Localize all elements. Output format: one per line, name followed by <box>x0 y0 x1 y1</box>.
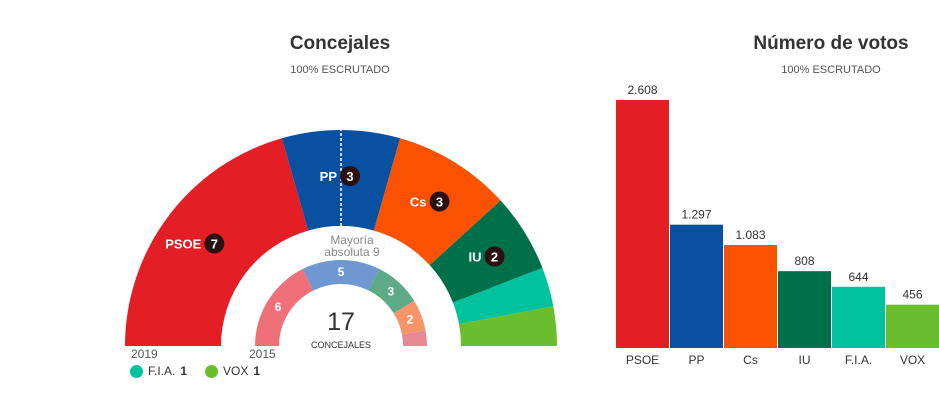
legend-item-fia: F.I.A. 1 <box>130 364 187 378</box>
bar-pp <box>670 224 723 348</box>
legend-item-vox: VOX 1 <box>205 364 260 378</box>
bar-category-label: PSOE <box>626 353 659 367</box>
seat-count-2015-pp: 5 <box>338 265 345 279</box>
year-current-label: 2019 <box>131 347 158 360</box>
party-label-pp: PP <box>320 169 338 184</box>
total-seats: 17 <box>327 308 355 336</box>
seat-count-2015-iu: 3 <box>388 284 395 298</box>
seat-count-badge <box>484 246 505 267</box>
bar-f-i-a <box>832 286 885 348</box>
seat-count-badge <box>204 233 225 254</box>
bar-value-label: 1.297 <box>681 208 711 222</box>
votes-title: Número de votos <box>753 33 909 54</box>
legend-swatch <box>130 364 143 378</box>
bar-value-label: 2.608 <box>627 83 657 97</box>
seat-segment-2015-other <box>401 330 427 346</box>
seat-segment-2019-f-i-a <box>452 267 554 324</box>
party-label-iu: IU <box>469 250 482 265</box>
year-previous-label: 2015 <box>249 347 276 360</box>
seat-count-psoe: 7 <box>211 237 218 252</box>
bar-category-label: PP <box>688 353 704 367</box>
seats-subtitle: 100% ESCRUTADO <box>290 64 390 76</box>
seat-count-badge <box>429 191 450 212</box>
seat-count-cs: 3 <box>436 194 443 209</box>
bar-value-label: 1.083 <box>735 228 765 242</box>
legend-label: VOX <box>223 364 249 378</box>
seat-segment-2015-pp <box>302 260 380 291</box>
seat-count-badge <box>340 166 360 186</box>
seat-segment-2015-psoe <box>255 269 314 346</box>
party-label-cs: Cs <box>410 194 427 209</box>
seat-segment-2019-vox <box>458 306 557 346</box>
legend-count: 1 <box>253 364 261 378</box>
legend: F.I.A. 1 VOX 1 <box>130 364 260 378</box>
bar-category-label: IU <box>799 353 811 367</box>
legend-swatch <box>205 364 219 378</box>
seats-title: Concejales <box>289 33 391 54</box>
seat-count-pp: 3 <box>346 169 353 184</box>
bar-value-label: 456 <box>902 288 922 302</box>
bar-vox <box>886 304 939 348</box>
legend-label: F.I.A. <box>148 364 176 378</box>
votes-subtitle: 100% ESCRUTADO <box>781 64 881 76</box>
bar-iu <box>778 271 831 348</box>
votes-bar-chart: 2.608 PSOE 1.297 PP 1.083 Cs 808 IU 644 F.I.A. 456… <box>616 83 939 367</box>
seat-segment-2015-cs <box>393 300 426 335</box>
bar-cs <box>724 245 777 348</box>
seat-count-2015-cs: 2 <box>407 312 414 326</box>
seat-count-2015-psoe: 6 <box>275 300 282 314</box>
majority-label-line1: Mayoría <box>330 233 374 247</box>
hemicycle-2015-ring <box>255 260 427 346</box>
party-label-psoe: PSOE <box>165 237 201 252</box>
bar-value-label: 644 <box>848 270 868 284</box>
bar-value-label: 808 <box>794 254 814 268</box>
bar-category-label: F.I.A. <box>845 353 872 367</box>
bar-psoe <box>616 100 669 348</box>
legend-count: 1 <box>180 364 188 378</box>
bar-category-label: VOX <box>900 353 925 367</box>
majority-label-line2: absoluta 9 <box>324 245 380 259</box>
bar-category-label: Cs <box>743 353 758 367</box>
seat-segment-2015-iu <box>368 269 415 314</box>
total-seats-label: CONCEJALES <box>311 340 371 350</box>
seat-count-iu: 2 <box>491 250 498 265</box>
